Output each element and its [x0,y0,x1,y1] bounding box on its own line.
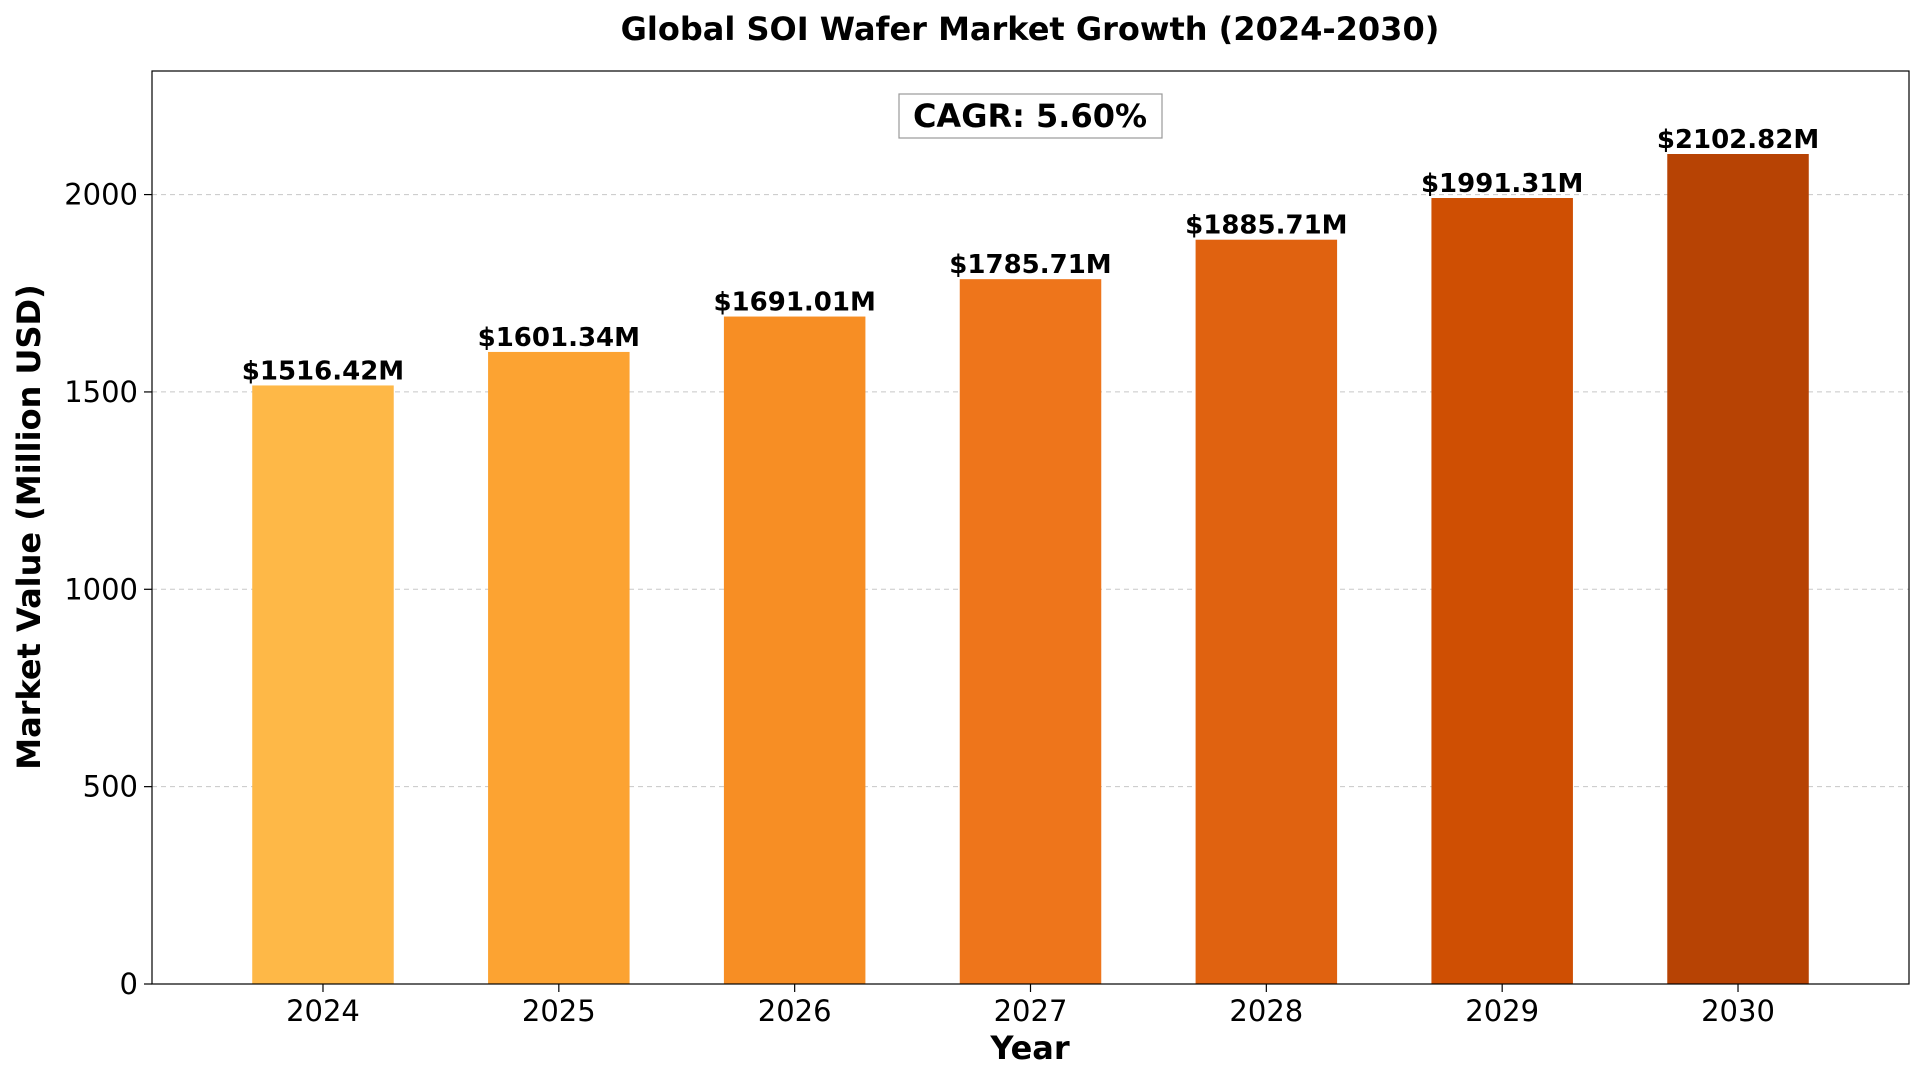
chart-title: Global SOI Wafer Market Growth (2024-203… [621,10,1440,48]
bar-2030 [1667,153,1809,985]
cagr-annotation-text: CAGR: 5.60% [913,97,1147,135]
y-tick-label: 0 [120,967,138,1001]
y-tick-label: 500 [83,770,138,804]
y-tick-label: 1000 [64,572,138,606]
data-label-2024: $1516.42M [242,356,404,386]
bars [252,153,1809,985]
x-axis-label: Year [989,1029,1070,1067]
x-tick-label: 2028 [1229,994,1303,1028]
data-label-2026: $1691.01M [713,288,875,318]
data-label-2029: $1991.31M [1421,169,1583,199]
bar-2024 [252,385,394,984]
bar-2026 [723,316,866,984]
y-tick-label: 2000 [64,178,138,212]
bar-2028 [1195,239,1338,984]
x-tick-label: 2026 [758,994,832,1028]
x-tick-label: 2024 [286,994,360,1028]
y-tick-label: 1500 [64,375,138,409]
bar-2027 [959,279,1102,984]
y-axis-ticks: 0 500 1000 1500 2000 [64,178,152,1001]
data-labels: $1516.42M $1601.34M $1691.01M $1785.71M $188… [242,125,1819,386]
bar-2029 [1431,198,1573,985]
data-label-2025: $1601.34M [478,323,640,353]
data-label-2028: $1885.71M [1185,211,1347,241]
grid-lines [152,194,1909,788]
x-tick-label: 2025 [522,994,596,1028]
x-tick-label: 2027 [994,994,1068,1028]
cagr-annotation: CAGR: 5.60% [898,93,1163,139]
x-tick-label: 2030 [1701,994,1775,1028]
cagr-annotation-box [898,93,1163,139]
bar-2025 [488,351,630,985]
y-axis-label: Market Value (Million USD) [10,284,48,769]
x-axis-ticks: 2024 2025 2026 2027 2028 2029 2030 [286,984,1775,1028]
data-label-2027: $1785.71M [949,250,1111,280]
data-label-2030: $2102.82M [1657,125,1819,155]
x-tick-label: 2029 [1465,994,1539,1028]
